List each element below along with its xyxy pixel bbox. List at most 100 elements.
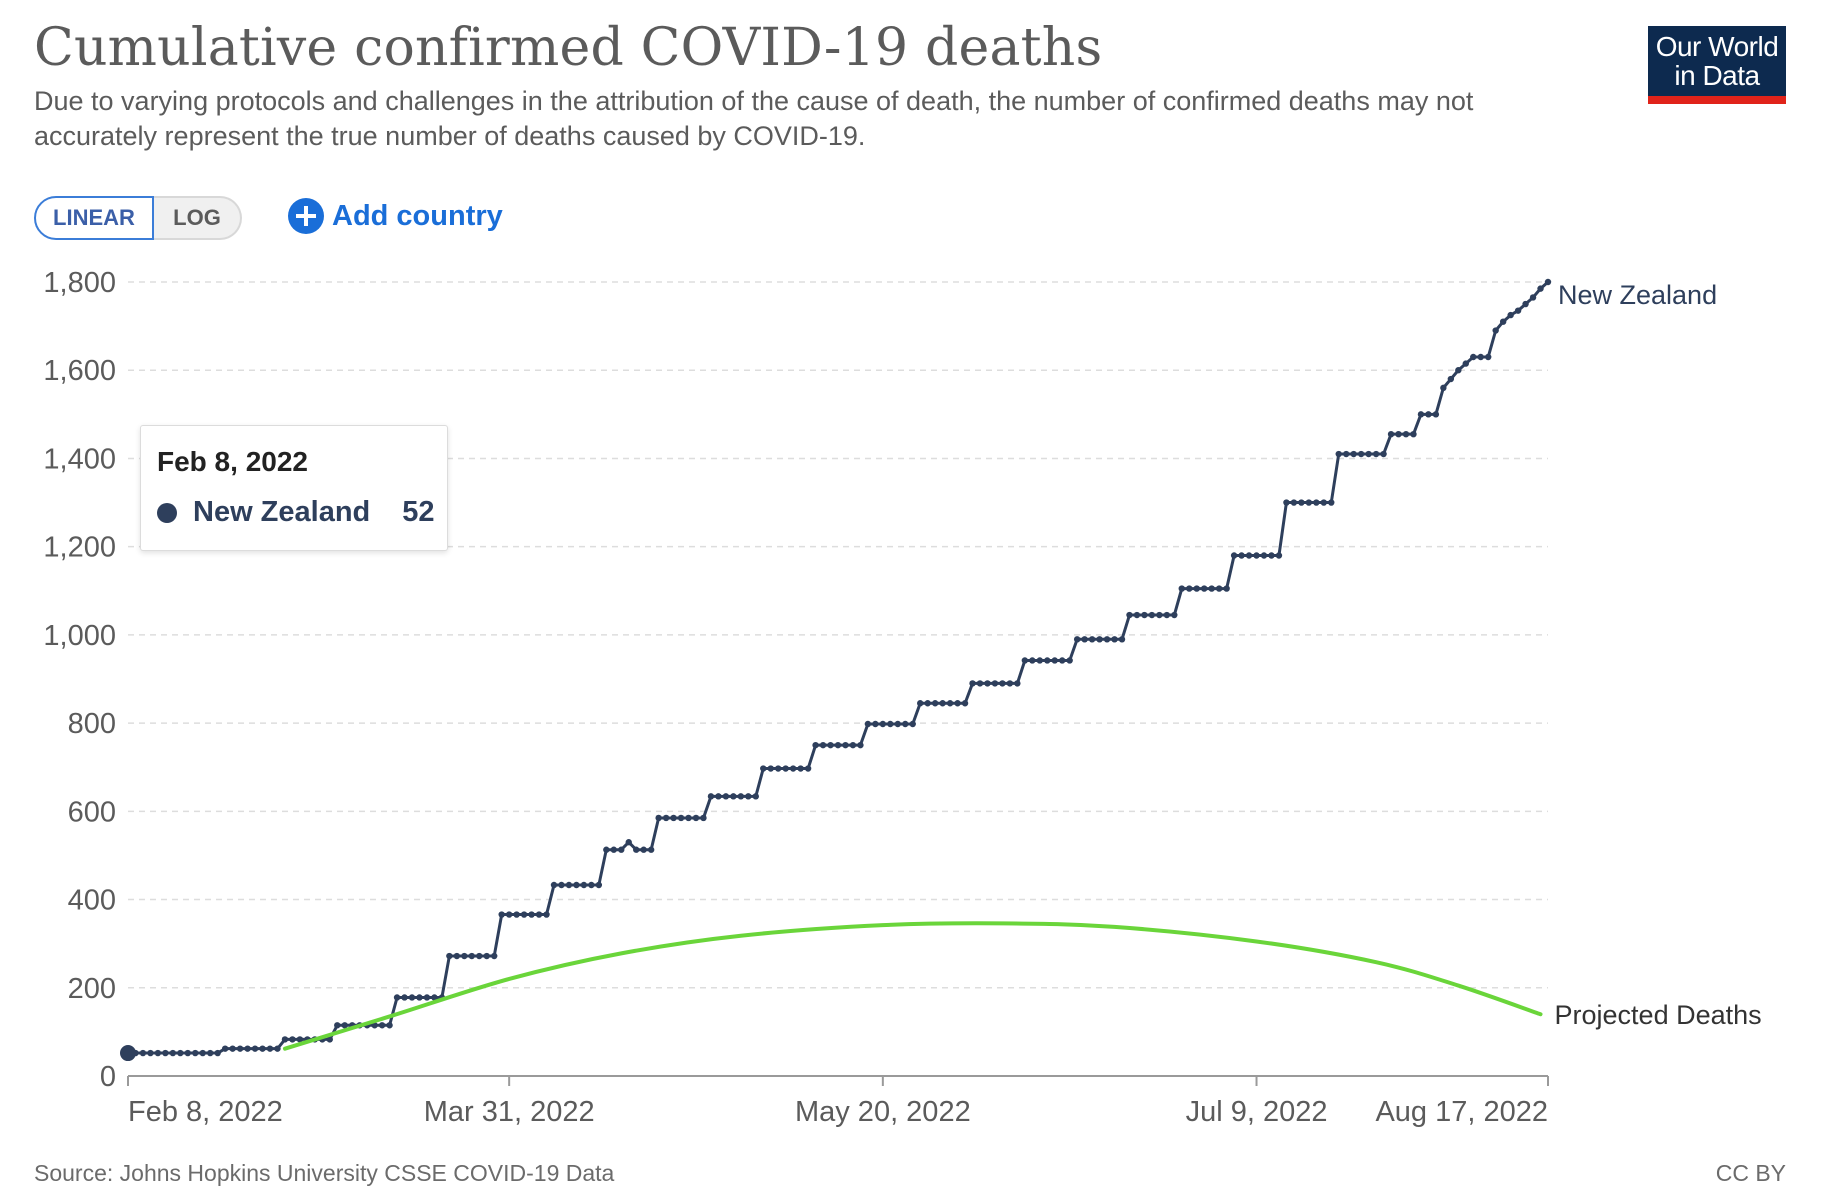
nz-data-point xyxy=(902,720,909,728)
nz-data-point xyxy=(468,952,475,960)
tooltip-value: 52 xyxy=(402,496,435,528)
nz-data-point xyxy=(1096,636,1103,643)
series-labels: New Zealand Projected Deaths xyxy=(1555,280,1762,1030)
x-tick-label: Aug 17, 2022 xyxy=(1375,1096,1548,1128)
nz-data-point xyxy=(498,911,505,918)
nz-data-point xyxy=(969,680,976,687)
nz-data-point xyxy=(767,765,774,772)
y-tick-label: 1,200 xyxy=(43,532,116,564)
nz-data-point xyxy=(827,741,834,749)
nz-data-point xyxy=(812,741,819,749)
nz-data-point xyxy=(752,793,759,800)
nz-hover-point xyxy=(120,1045,136,1062)
nz-data-point xyxy=(685,814,692,822)
nz-data-point xyxy=(408,994,416,1001)
nz-data-point xyxy=(1350,450,1357,458)
nz-data-point xyxy=(864,720,872,728)
x-tick-label: May 20, 2022 xyxy=(795,1096,971,1128)
nz-data-point xyxy=(745,793,752,800)
nz-data-point xyxy=(1088,636,1096,643)
owid-logo[interactable]: Our World in Data xyxy=(1648,26,1786,104)
projected-series-line xyxy=(282,921,1543,1051)
nz-data-point xyxy=(588,881,595,889)
nz-data-point xyxy=(1440,384,1447,392)
nz-data-point xyxy=(386,1022,393,1029)
nz-data-point xyxy=(1514,307,1522,314)
add-country-button[interactable]: Add country xyxy=(288,198,503,234)
nz-data-point xyxy=(1537,285,1544,292)
nz-data-point xyxy=(259,1045,266,1052)
nz-data-point xyxy=(692,814,700,822)
nz-data-point xyxy=(491,952,498,960)
nz-data-point xyxy=(1335,450,1342,458)
nz-data-point xyxy=(1402,430,1410,438)
nz-data-point xyxy=(192,1049,199,1057)
nz-series-label: New Zealand xyxy=(1558,280,1717,310)
nz-data-point xyxy=(610,846,617,853)
nz-data-point xyxy=(378,1022,386,1029)
nz-data-point xyxy=(251,1045,259,1052)
nz-data-point xyxy=(535,911,543,918)
nz-data-point xyxy=(1126,611,1133,619)
nz-data-point xyxy=(1507,311,1514,319)
nz-data-point xyxy=(1417,411,1425,418)
logo-line-1: Our World xyxy=(1655,31,1779,62)
nz-data-point xyxy=(528,911,535,918)
gridlines xyxy=(128,281,1548,989)
source-note[interactable]: Source: Johns Hopkins University CSSE CO… xyxy=(34,1160,615,1186)
log-scale-button[interactable]: LOG xyxy=(154,196,242,240)
nz-data-point xyxy=(558,881,565,889)
nz-data-point xyxy=(1357,450,1365,458)
nz-data-point xyxy=(236,1045,244,1052)
nz-data-point xyxy=(476,952,483,960)
nz-data-point xyxy=(461,952,468,960)
nz-data-point xyxy=(603,846,610,853)
nz-data-point xyxy=(580,881,588,889)
nz-data-point xyxy=(670,814,677,822)
nz-data-point xyxy=(917,700,924,707)
nz-data-point xyxy=(1372,450,1380,458)
nz-data-point xyxy=(266,1045,274,1052)
nz-data-point xyxy=(1044,657,1051,664)
nz-data-point xyxy=(677,814,685,822)
nz-data-point xyxy=(707,793,715,800)
nz-data-point xyxy=(640,846,647,853)
nz-data-point xyxy=(550,881,558,889)
nz-data-point xyxy=(909,720,916,728)
nz-data-point xyxy=(1410,430,1417,438)
chart-subtitle: Due to varying protocols and challenges … xyxy=(34,86,1474,151)
nz-data-point xyxy=(289,1036,296,1043)
nz-data-point xyxy=(954,700,961,707)
nz-data-point xyxy=(849,741,857,749)
nz-data-point xyxy=(281,1036,289,1043)
nz-data-point xyxy=(760,765,767,772)
nz-data-point xyxy=(1201,585,1208,592)
nz-data-point xyxy=(1395,430,1402,438)
nz-data-point xyxy=(1230,552,1238,559)
series xyxy=(120,278,1552,1062)
nz-data-point xyxy=(229,1045,236,1052)
nz-data-point xyxy=(1499,318,1507,325)
nz-data-point xyxy=(789,765,797,772)
nz-data-point xyxy=(1238,552,1245,559)
nz-data-point xyxy=(1328,499,1335,506)
license-link[interactable]: CC BY xyxy=(1715,1160,1786,1186)
nz-data-point xyxy=(565,881,573,889)
nz-data-point xyxy=(924,700,931,707)
nz-data-point xyxy=(991,680,999,687)
y-tick-label: 400 xyxy=(68,885,116,917)
nz-data-point xyxy=(1387,430,1395,438)
nz-data-point xyxy=(894,720,901,728)
nz-data-point xyxy=(804,765,812,772)
tooltip-country: New Zealand xyxy=(193,496,371,528)
nz-data-point xyxy=(1111,636,1118,643)
nz-data-point xyxy=(1462,360,1469,367)
nz-data-point xyxy=(984,680,991,687)
linear-scale-button[interactable]: LINEAR xyxy=(34,196,154,240)
nz-data-point xyxy=(961,700,969,707)
logo-line-2: in Data xyxy=(1674,60,1760,91)
nz-data-point xyxy=(595,881,603,889)
nz-data-point xyxy=(1118,636,1126,643)
nz-data-point xyxy=(1470,353,1477,361)
scale-toggle: LINEAR LOG xyxy=(34,196,242,240)
